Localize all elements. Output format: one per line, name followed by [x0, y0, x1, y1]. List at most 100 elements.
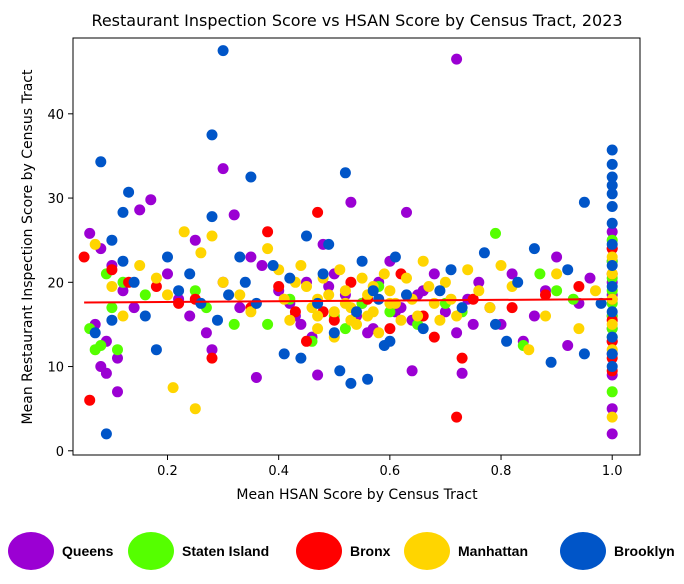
point-queens-53: [506, 268, 518, 280]
point-queens-18: [112, 386, 123, 398]
point-queens-45: [428, 268, 440, 280]
point-bronx-11: [301, 335, 312, 347]
point-manhattan-56: [573, 323, 585, 335]
point-brooklyn-24: [184, 268, 196, 280]
point-manhattan-53: [523, 344, 535, 356]
point-manhattan-59: [606, 268, 618, 280]
point-brooklyn-31: [267, 260, 279, 271]
point-brooklyn-11: [606, 179, 618, 191]
point-queens-27: [256, 260, 268, 271]
point-manhattan-14: [262, 243, 274, 255]
point-queens-6: [134, 204, 146, 216]
point-brooklyn-16: [100, 428, 112, 440]
point-queens-19: [162, 268, 173, 280]
point-manhattan-34: [378, 268, 390, 280]
point-queens-17: [100, 367, 112, 379]
point-brooklyn-38: [345, 377, 357, 389]
point-brooklyn-14: [606, 217, 618, 229]
y-axis-ticks: 0 10 20 30 40: [47, 108, 73, 460]
point-brooklyn-53: [545, 356, 557, 368]
point-brooklyn-3: [245, 171, 257, 183]
legend-item-staten-island: Staten Island: [128, 526, 269, 576]
point-manhattan-23: [323, 289, 335, 301]
point-queens-4: [401, 206, 412, 218]
point-brooklyn-58: [606, 260, 618, 271]
point-staten-island-34: [95, 340, 107, 351]
point-bronx-10: [289, 306, 301, 318]
point-manhattan-44: [434, 314, 446, 326]
point-manhattan-68: [312, 310, 324, 322]
point-manhattan-35: [384, 285, 396, 297]
point-brooklyn-44: [417, 323, 429, 335]
point-brooklyn-26: [212, 314, 223, 326]
point-manhattan-18: [295, 260, 307, 271]
point-queens-60: [584, 272, 596, 284]
point-staten-island-35: [112, 344, 123, 356]
point-brooklyn-25: [195, 297, 207, 309]
point-manhattan-41: [417, 255, 429, 267]
point-brooklyn-6: [117, 206, 129, 218]
point-staten-island-33: [606, 386, 618, 398]
point-queens-3: [189, 234, 201, 246]
x-tick-label-4: 1.0: [602, 464, 623, 479]
y-tick-label-2: 20: [47, 276, 64, 291]
point-brooklyn-5: [123, 186, 135, 198]
y-tick-label-1: 10: [47, 361, 64, 376]
y-tick-label-4: 40: [47, 108, 64, 123]
point-manhattan-49: [473, 285, 485, 297]
point-manhattan-54: [540, 310, 551, 322]
point-brooklyn-0: [217, 45, 229, 57]
point-staten-island-23: [551, 285, 563, 297]
point-manhattan-5: [134, 260, 146, 271]
point-queens-47: [451, 327, 463, 339]
x-tick-label-0: 0.2: [157, 464, 178, 479]
point-bronx-16: [384, 323, 396, 335]
point-manhattan-21: [312, 323, 324, 335]
point-bronx-2: [106, 264, 118, 276]
legend-item-brooklyn: Brooklyn: [560, 526, 675, 576]
point-manhattan-51: [495, 260, 507, 271]
point-queens-79: [323, 281, 335, 292]
point-staten-island-16: [384, 306, 396, 318]
point-brooklyn-27: [223, 289, 235, 301]
point-queens-8: [84, 227, 96, 239]
point-manhattan-0: [189, 403, 201, 415]
point-brooklyn-37: [334, 365, 346, 377]
legend-label-brooklyn: Brooklyn: [614, 543, 675, 559]
point-brooklyn-30: [250, 297, 262, 309]
legend-label-queens: Queens: [62, 543, 114, 559]
point-brooklyn-33: [284, 272, 296, 284]
point-manhattan-16: [278, 293, 290, 305]
point-queens-31: [295, 318, 307, 330]
point-manhattan-63: [606, 411, 618, 423]
data-marks: [78, 45, 618, 440]
legend-swatch-bronx: [296, 532, 342, 570]
point-queens-48: [456, 367, 468, 379]
point-queens-7: [145, 194, 157, 206]
point-manhattan-58: [606, 251, 618, 263]
point-brooklyn-43: [401, 289, 412, 301]
point-queens-21: [184, 310, 196, 322]
point-brooklyn-72: [317, 268, 329, 280]
point-queens-50: [473, 276, 485, 288]
point-brooklyn-40: [367, 285, 379, 297]
point-manhattan-70: [362, 310, 374, 322]
point-brooklyn-51: [512, 276, 524, 288]
point-queens-33: [312, 369, 324, 381]
point-brooklyn-36: [323, 238, 335, 250]
point-manhattan-37: [395, 314, 407, 326]
point-queens-57: [551, 251, 563, 263]
point-brooklyn-60: [606, 306, 618, 318]
legend-item-bronx: Bronx: [296, 526, 390, 576]
point-queens-25: [234, 302, 246, 314]
point-brooklyn-15: [578, 196, 590, 208]
point-manhattan-30: [356, 272, 368, 284]
point-queens-2: [228, 209, 240, 221]
legend-label-manhattan: Manhattan: [458, 543, 528, 559]
point-manhattan-17: [284, 314, 296, 326]
point-manhattan-19: [301, 281, 312, 292]
point-queens-43: [406, 365, 418, 377]
x-axis-label: Mean HSAN Score by Census Tract: [236, 487, 478, 503]
point-manhattan-48: [462, 264, 474, 276]
point-brooklyn-28: [234, 251, 246, 263]
